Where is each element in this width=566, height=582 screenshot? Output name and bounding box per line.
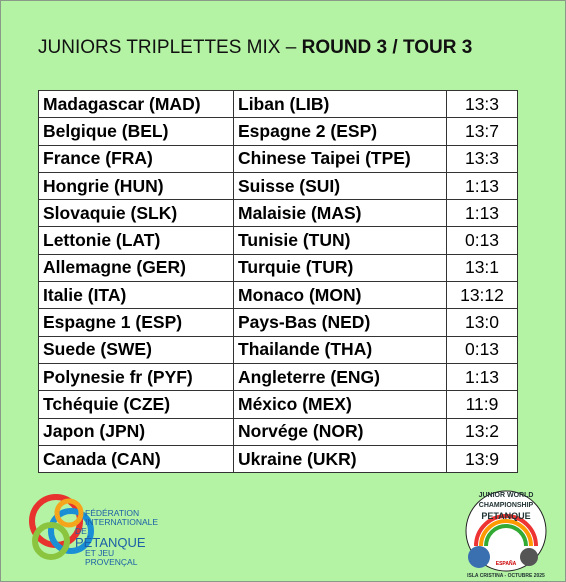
logo-text: PETANQUE	[481, 511, 531, 521]
score: 1:13	[446, 362, 518, 392]
score: 13:12	[446, 281, 518, 310]
team-a: Suede (SWE)	[38, 335, 234, 364]
score: 13:3	[446, 89, 518, 119]
team-a: Lettonie (LAT)	[38, 226, 234, 255]
row: Madagascar (MAD) Liban (LIB) 13:3	[38, 89, 518, 119]
score: 13:2	[446, 417, 518, 446]
team-a: France (FRA)	[38, 144, 234, 173]
row: Lettonie (LAT) Tunisie (TUN) 0:13	[38, 226, 518, 255]
team-a: Madagascar (MAD)	[38, 89, 234, 119]
logo-text: PROVENÇAL	[85, 557, 138, 567]
logo-text: DE	[75, 526, 87, 536]
logo-text: JUNIOR WORLD CHAMPIONSHIP	[478, 492, 534, 509]
team-a: Polynesie fr (PYF)	[38, 362, 234, 392]
title-bold: ROUND 3 / TOUR 3	[301, 37, 473, 58]
row: Polynesie fr (PYF) Angleterre (ENG) 1:13	[38, 362, 518, 392]
team-b: Angleterre (ENG)	[233, 362, 447, 392]
row: Allemagne (GER) Turquie (TUR) 13:1	[38, 253, 518, 283]
team-a: Belgique (BEL)	[38, 117, 234, 146]
row: Canada (CAN) Ukraine (UKR) 13:9	[38, 444, 518, 474]
team-a: Tchéquie (CZE)	[38, 390, 234, 419]
team-a: Canada (CAN)	[38, 444, 234, 474]
score: 13:3	[446, 144, 518, 173]
logo-text: ISLA CRISTINA - OCTUBRE 2025	[467, 573, 545, 579]
score: 1:13	[446, 171, 518, 201]
team-a: Hongrie (HUN)	[38, 171, 234, 201]
row: Espagne 1 (ESP) Pays-Bas (NED) 13:0	[38, 308, 518, 337]
team-b: Norvége (NOR)	[233, 417, 447, 446]
team-b: Liban (LIB)	[233, 89, 447, 119]
logo-text: ET JEU	[85, 548, 115, 558]
team-a: Espagne 1 (ESP)	[38, 308, 234, 337]
results-table: Madagascar (MAD) Liban (LIB) 13:3 Belgique …	[38, 89, 518, 474]
logo-text: PÉTANQUE	[75, 535, 146, 550]
row: Japon (JPN) Norvége (NOR) 13:2	[38, 417, 518, 446]
jwc-text: JUNIOR WORLD CHAMPIONSHIP PETANQUE ESPAÑA I…	[459, 491, 553, 581]
team-b: Thailande (THA)	[233, 335, 447, 364]
team-a: Italie (ITA)	[38, 281, 234, 310]
score: 11:9	[446, 390, 518, 419]
fipjp-text: FÉDÉRATION INTERNATIONALE DE PÉTANQUE ET JEU…	[75, 508, 159, 567]
team-b: Malaisie (MAS)	[233, 199, 447, 228]
logo-text: FÉDÉRATION	[85, 508, 140, 518]
logo-text: INTERNATIONALE	[85, 517, 159, 527]
team-a: Allemagne (GER)	[38, 253, 234, 283]
row: France (FRA) Chinese Taipei (TPE) 13:3	[38, 144, 518, 173]
score: 13:0	[446, 308, 518, 337]
team-b: Pays-Bas (NED)	[233, 308, 447, 337]
title-text: JUNIORS TRIPLETTES MIX –	[38, 37, 302, 58]
title: JUNIORS TRIPLETTES MIX – ROUND 3 / TOUR …	[38, 37, 472, 59]
score: 0:13	[446, 335, 518, 364]
row: Italie (ITA) Monaco (MON) 13:12	[38, 281, 518, 310]
row: Tchéquie (CZE) México (MEX) 11:9	[38, 390, 518, 419]
row: Belgique (BEL) Espagne 2 (ESP) 13:7	[38, 117, 518, 146]
team-b: Tunisie (TUN)	[233, 226, 447, 255]
team-a: Japon (JPN)	[38, 417, 234, 446]
score: 1:13	[446, 199, 518, 228]
team-b: México (MEX)	[233, 390, 447, 419]
score: 13:9	[446, 444, 518, 474]
logo-text: ESPAÑA	[495, 561, 517, 567]
row: Slovaquie (SLK) Malaisie (MAS) 1:13	[38, 199, 518, 228]
row: Suede (SWE) Thailande (THA) 0:13	[38, 335, 518, 364]
team-b: Suisse (SUI)	[233, 171, 447, 201]
score: 13:1	[446, 253, 518, 283]
score: 0:13	[446, 226, 518, 255]
team-b: Ukraine (UKR)	[233, 444, 447, 474]
team-b: Monaco (MON)	[233, 281, 447, 310]
team-a: Slovaquie (SLK)	[38, 199, 234, 228]
team-b: Espagne 2 (ESP)	[233, 117, 447, 146]
score: 13:7	[446, 117, 518, 146]
team-b: Chinese Taipei (TPE)	[233, 144, 447, 173]
team-b: Turquie (TUR)	[233, 253, 447, 283]
row: Hongrie (HUN) Suisse (SUI) 1:13	[38, 171, 518, 201]
